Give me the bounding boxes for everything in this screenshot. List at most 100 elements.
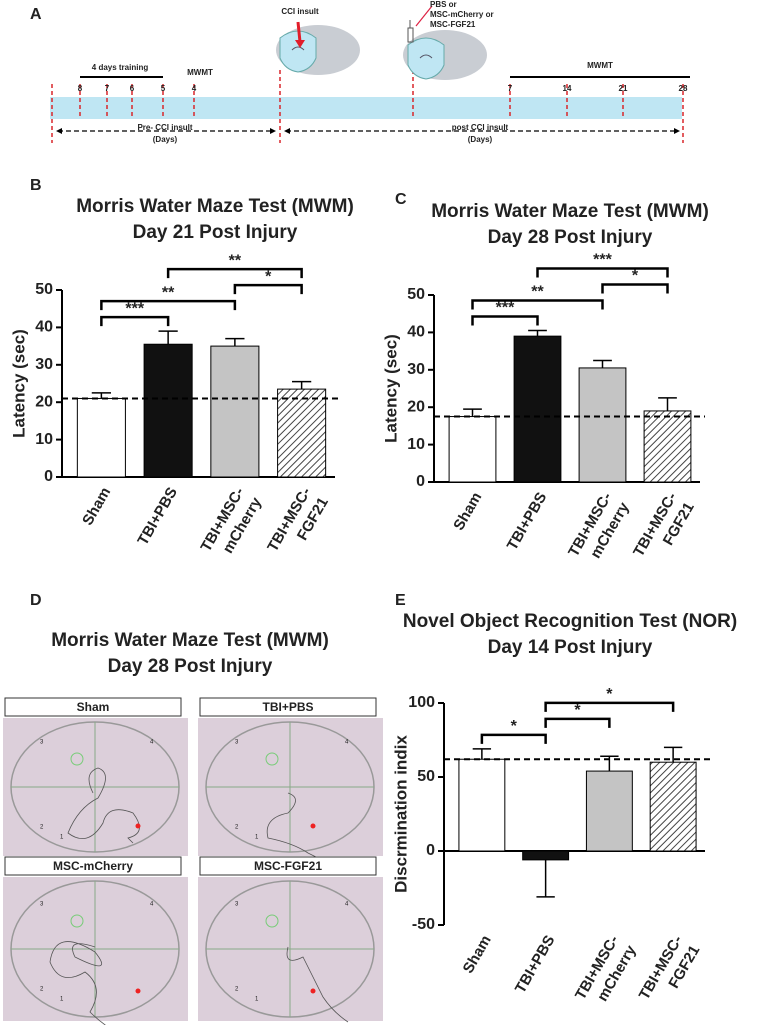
- significance-bracket: [233, 283, 303, 295]
- bar: [458, 758, 506, 852]
- y-tick-label: 30: [407, 361, 425, 378]
- x-tick-label: TBI+MSC-FGF21: [636, 932, 704, 1012]
- day-label: 21: [619, 84, 628, 93]
- training-label: 4 days training: [92, 63, 149, 72]
- period-unit: (Days): [468, 135, 493, 144]
- panel-label: C: [395, 191, 407, 208]
- y-tick-label: -50: [412, 916, 435, 933]
- timeline-band: [50, 97, 682, 119]
- treatment-label: MSC-mCherry or: [430, 10, 494, 19]
- quadrant-number: 3: [40, 740, 44, 746]
- x-tick-label: TBI+PBS: [512, 932, 559, 996]
- significance-label: **: [531, 284, 544, 301]
- treatment-label: PBS or: [430, 0, 457, 9]
- bar: [585, 770, 633, 852]
- significance-label: *: [574, 702, 581, 719]
- bar: [277, 388, 327, 478]
- panel-label: E: [395, 592, 406, 609]
- quadrant-number: 1: [255, 997, 259, 1003]
- significance-label: ***: [125, 300, 144, 317]
- mwmt-label: MWMT: [187, 68, 213, 77]
- period-label: post CCI insult: [452, 123, 509, 132]
- day-label: 14: [563, 84, 572, 93]
- swim-path: [266, 792, 319, 859]
- significance-bracket: [601, 283, 669, 294]
- bar: [649, 761, 697, 852]
- significance-bracket: [544, 701, 675, 712]
- quadrant-number: 1: [60, 835, 64, 841]
- y-axis-label: Discrmination indix: [391, 735, 410, 893]
- chart-subtitle: Day 14 Post Injury: [488, 637, 653, 658]
- label-box: [4, 697, 182, 717]
- significance-label: **: [229, 252, 242, 269]
- maze-title: Morris Water Maze Test (MWM): [51, 630, 329, 651]
- platform: [265, 752, 279, 766]
- label-box: [199, 697, 377, 717]
- y-tick-label: 20: [407, 398, 425, 415]
- quadrant-number: 4: [345, 740, 349, 746]
- bar: [578, 367, 627, 483]
- x-tick-label: TBI+PBS: [504, 489, 551, 553]
- quadrant-number: 1: [255, 835, 259, 841]
- chart-title: Morris Water Maze Test (MWM): [76, 196, 354, 217]
- maze-panel-label: TBI+PBS: [262, 700, 313, 714]
- significance-bracket: [480, 733, 547, 744]
- label-box: [199, 856, 377, 876]
- significance-bracket: [100, 299, 237, 311]
- significance-label: **: [162, 284, 175, 301]
- y-tick-label: 40: [35, 319, 53, 336]
- quadrant-number: 3: [40, 902, 44, 908]
- quadrant-number: 2: [40, 987, 44, 993]
- swim-path: [49, 941, 106, 1025]
- day-label: 6: [130, 84, 135, 93]
- y-tick-label: 10: [407, 436, 425, 453]
- significance-bracket: [544, 717, 611, 728]
- quadrant-number: 4: [345, 902, 349, 908]
- platform: [70, 914, 84, 928]
- maze-subtitle: Day 28 Post Injury: [108, 656, 273, 677]
- day-label: 8: [78, 84, 83, 93]
- period-unit: (Days): [153, 135, 178, 144]
- y-tick-label: 40: [407, 324, 425, 341]
- maze-panel-label: MSC-FGF21: [254, 859, 322, 873]
- platform: [70, 752, 84, 766]
- y-tick-label: 20: [35, 393, 53, 410]
- brain-icon: [403, 5, 487, 80]
- panel-label: D: [30, 592, 42, 609]
- y-tick-label: 50: [417, 768, 435, 785]
- y-tick-label: 0: [416, 473, 425, 490]
- label-box: [4, 856, 182, 876]
- chart-subtitle: Day 28 Post Injury: [488, 227, 653, 248]
- y-tick-label: 50: [35, 281, 53, 298]
- y-tick-label: 100: [408, 694, 435, 711]
- maze-panel-label: Sham: [77, 700, 110, 714]
- quadrant-number: 4: [150, 902, 154, 908]
- swim-path: [67, 767, 140, 844]
- y-tick-label: 0: [44, 468, 53, 485]
- cci-label: CCI insult: [281, 7, 319, 16]
- start: [135, 988, 141, 994]
- panel-label: B: [30, 177, 42, 194]
- bar: [513, 335, 562, 483]
- significance-label: ***: [496, 300, 515, 317]
- day-label: 7: [105, 84, 110, 93]
- y-axis-label: Latency (sec): [381, 334, 400, 443]
- maze-panel: D Morris Water Maze Test (MWM) Day 28 Po…: [3, 592, 383, 1025]
- x-tick-label: Sham: [460, 932, 495, 976]
- day-label: 7: [508, 84, 513, 93]
- significance-bracket: [471, 315, 539, 326]
- significance-label: *: [606, 686, 613, 703]
- x-tick-label: TBI+MSC-mCherry: [565, 489, 633, 570]
- x-tick-label: TBI+MSC-FGF21: [264, 484, 332, 564]
- quadrant-number: 2: [235, 825, 239, 831]
- chart-subtitle: Day 21 Post Injury: [133, 222, 298, 243]
- significance-bracket: [166, 267, 303, 279]
- day-markers: [51, 70, 684, 143]
- quadrant-number: 3: [235, 902, 239, 908]
- bar: [448, 416, 497, 483]
- significance-bracket: [100, 315, 170, 327]
- bar: [210, 345, 260, 478]
- significance-label: ***: [593, 252, 612, 269]
- timeline: A 4 days training MWMT MWMT 8 7 6 5 4 7 …: [30, 0, 690, 144]
- x-tick-label: TBI+MSC-mCherry: [197, 484, 265, 565]
